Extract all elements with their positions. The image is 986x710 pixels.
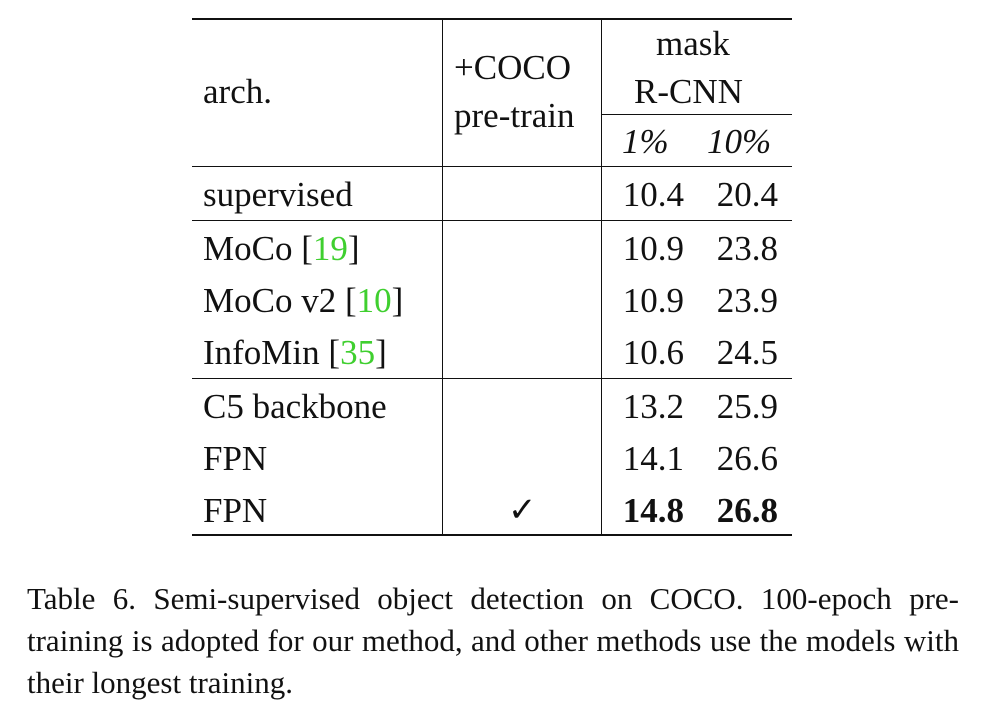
row-value-1pct: 14.1 [622,439,684,478]
col-divider-2 [601,18,602,536]
header-coco-line1: +COCO [454,48,571,87]
row-arch-name: MoCo [203,229,293,268]
mask-rcnn-underline [601,114,792,115]
row-arch: MoCo v2 [10] [203,281,404,320]
row-value-10pct: 20.4 [716,175,778,214]
row-value-1pct: 13.2 [622,387,684,426]
header-mask: mask [656,24,730,63]
header-10pct: 10% [707,122,772,161]
row-value-10pct: 24.5 [716,333,778,372]
group-rule-1 [192,220,792,221]
row-arch: InfoMin [35] [203,333,387,372]
row-arch: FPN [203,491,268,530]
header-coco-line2: pre-train [454,96,575,135]
row-value-1pct: 10.6 [622,333,684,372]
row-value-10pct: 25.9 [716,387,778,426]
row-arch: supervised [203,175,353,214]
group-rule-2 [192,378,792,379]
header-bottom-rule [192,166,792,167]
row-arch-name: InfoMin [203,333,320,372]
row-value-10pct: 23.9 [716,281,778,320]
table-caption: Table 6. Semi-supervised object detectio… [27,581,959,700]
table-top-rule [192,18,792,20]
citation-link[interactable]: 10 [356,281,392,320]
row-value-10pct: 26.6 [716,439,778,478]
header-1pct: 1% [622,122,669,161]
row-value-10pct: 26.8 [716,491,778,530]
row-arch-name: MoCo v2 [203,281,337,320]
citation-link[interactable]: 19 [312,229,348,268]
row-arch: FPN [203,439,268,478]
checkmark-icon: ✓ [508,492,537,529]
header-rcnn: R-CNN [634,72,743,111]
col-divider-1 [442,18,443,536]
row-value-1pct: 14.8 [622,491,684,530]
citation-link[interactable]: 35 [340,333,376,372]
header-arch: arch. [203,72,272,111]
row-value-1pct: 10.4 [622,175,684,214]
row-value-1pct: 10.9 [622,281,684,320]
table-bottom-rule [192,534,792,536]
row-value-1pct: 10.9 [622,229,684,268]
row-arch: C5 backbone [203,387,387,426]
row-value-10pct: 23.8 [716,229,778,268]
row-arch: MoCo [19] [203,229,360,268]
